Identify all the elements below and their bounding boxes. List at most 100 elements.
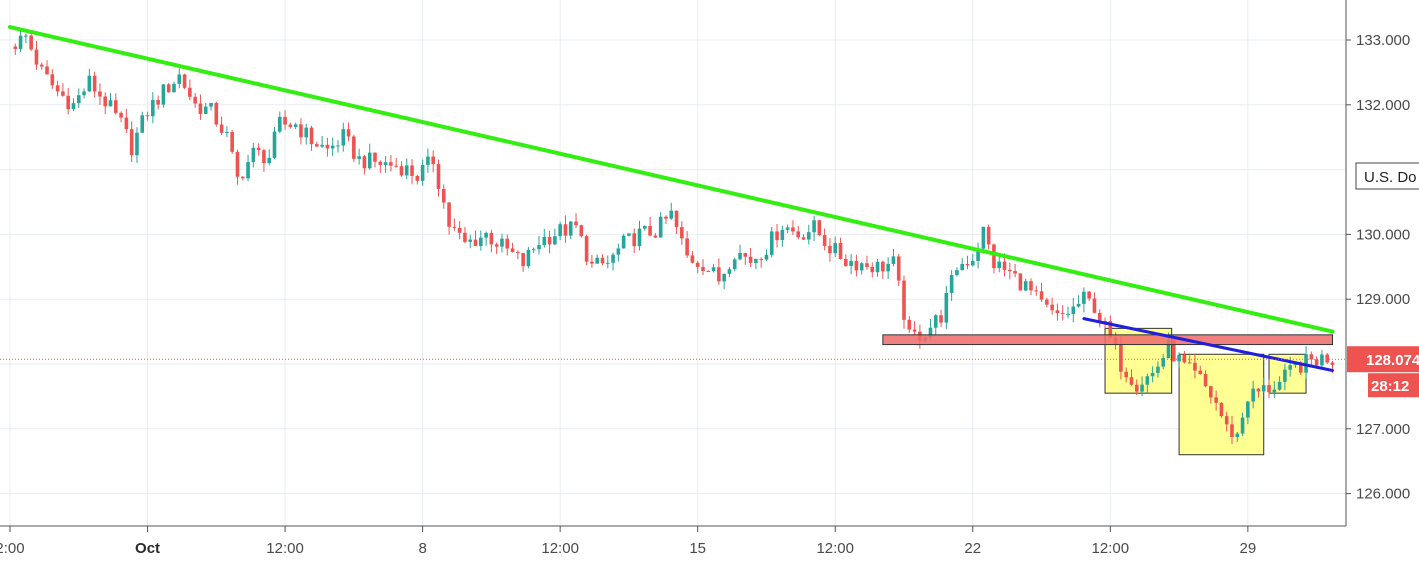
candle-body: [521, 253, 525, 267]
candle-body: [161, 84, 166, 105]
candle-body: [494, 244, 499, 247]
candle-body: [1224, 416, 1229, 425]
candle-body: [1134, 384, 1139, 392]
candle-body: [325, 144, 330, 149]
candle-body: [267, 157, 272, 164]
candle-body: [780, 229, 785, 241]
candle-body: [1309, 354, 1314, 360]
countdown-value: 28:12: [1371, 378, 1409, 395]
candle-body: [595, 257, 599, 264]
candle-body: [1230, 424, 1234, 438]
candle-body: [1161, 358, 1166, 367]
candle-body: [992, 244, 996, 269]
candle-body: [748, 256, 753, 263]
candle-body: [907, 319, 912, 330]
candle-body: [717, 267, 721, 282]
candle-body: [664, 216, 668, 219]
candle-body: [563, 224, 568, 236]
candle-body: [1060, 313, 1065, 315]
candle-body: [415, 175, 420, 181]
candle-body: [24, 35, 28, 37]
candle-body: [775, 231, 779, 241]
candle-body: [426, 156, 430, 165]
symbol-label-text: U.S. Do: [1364, 169, 1417, 186]
candle-body: [1108, 321, 1113, 338]
candle-body: [87, 75, 92, 92]
candle-body: [1097, 312, 1102, 321]
candle-body: [653, 235, 658, 238]
candle-body: [431, 156, 435, 165]
candle-body: [1172, 339, 1176, 362]
candle-body: [352, 136, 356, 159]
candle-body: [812, 220, 816, 233]
candle-body: [98, 91, 102, 97]
candle-body: [1261, 385, 1266, 392]
candle-body: [828, 245, 832, 254]
candle-body: [373, 152, 377, 162]
candle-body: [822, 235, 827, 246]
candle-body: [759, 258, 763, 260]
candle-body: [50, 74, 55, 86]
candle-body: [579, 225, 584, 237]
candle-body: [1177, 354, 1181, 362]
candle-body: [1119, 344, 1123, 372]
blue-neckline: [1082, 317, 1334, 372]
candle-body: [1246, 401, 1250, 418]
grid: [0, 0, 1346, 526]
candle-body: [1008, 269, 1012, 272]
candle-body: [1330, 362, 1335, 365]
time-tick-label: 8: [418, 540, 426, 557]
resistance-zone: [882, 334, 1333, 346]
price-axis[interactable]: 133.000 132.000 130.000 129.000 127.000 126.0…: [1346, 32, 1410, 503]
candle-body: [1182, 354, 1187, 363]
symbol-label[interactable]: U.S. Do: [1355, 162, 1419, 190]
candle-body: [643, 226, 647, 229]
candle-body: [378, 161, 383, 165]
candle-body: [706, 271, 711, 273]
candle-body: [838, 243, 843, 259]
price-axis-panel: [1346, 0, 1419, 561]
candle-body: [976, 248, 980, 261]
candle-body: [251, 147, 256, 163]
candle-body: [1092, 298, 1097, 313]
candle-body: [209, 102, 213, 107]
candle-body: [420, 164, 425, 181]
candle-body: [859, 263, 864, 271]
candle-body: [410, 165, 414, 176]
candle-body: [1166, 339, 1171, 359]
candle-body: [76, 95, 81, 104]
candle-body: [912, 329, 917, 332]
candle-body: [510, 248, 515, 252]
time-tick-label: 15: [689, 540, 706, 557]
candle-body: [970, 260, 975, 266]
candle-body: [336, 145, 340, 147]
candle-body: [711, 267, 716, 272]
trendlines: [8, 25, 1335, 372]
candle-body: [1029, 281, 1033, 291]
candle-body: [1272, 389, 1277, 393]
candle-body: [627, 233, 631, 236]
candle-body: [865, 263, 869, 267]
current-price-tag: 128.074: [1347, 346, 1419, 373]
candle-body: [1320, 354, 1324, 366]
candle-body: [256, 147, 261, 151]
price-tick-label: 127.000: [1356, 421, 1410, 438]
candle-body: [441, 188, 446, 203]
candle-body: [330, 145, 335, 149]
time-axis[interactable]: 2:00 Oct 12:00 8 12:00 15 12:00 22 12:00 29: [0, 526, 1256, 557]
candle-body: [225, 132, 229, 134]
candle-body: [854, 260, 859, 271]
candle-body: [674, 210, 679, 228]
candle-body: [1283, 369, 1287, 382]
candle-body: [1240, 417, 1245, 434]
candle-body: [584, 236, 589, 262]
candle-body: [1140, 384, 1144, 392]
candle-body: [367, 152, 372, 169]
candle-body: [648, 226, 652, 236]
candle-body: [881, 261, 885, 272]
candle-body: [574, 221, 578, 226]
candle-body: [637, 228, 642, 247]
candle-body: [849, 260, 853, 266]
candle-body: [309, 127, 314, 145]
